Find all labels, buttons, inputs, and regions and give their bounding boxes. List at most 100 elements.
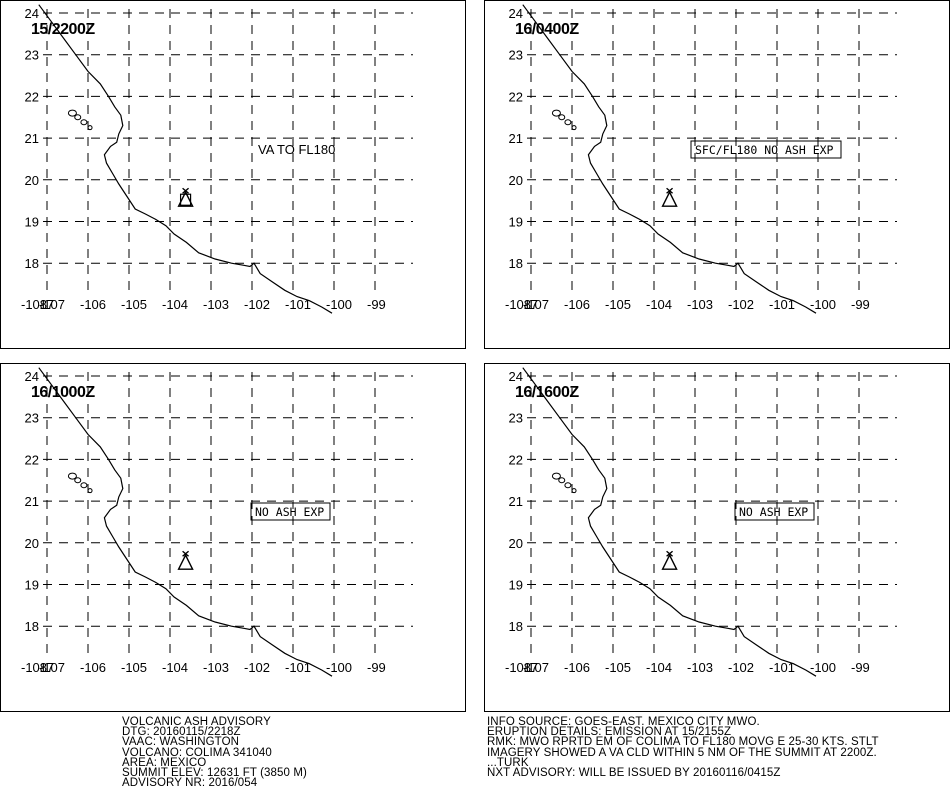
- latitude-label: 20: [509, 536, 523, 551]
- latitude-label: 21: [509, 131, 523, 146]
- longitude-label: -108: [21, 297, 47, 312]
- longitude-label: -108: [505, 660, 531, 675]
- advisory-remarks-2: IMAGERY SHOWED A VA CLD WITHIN 5 NM OF T…: [487, 746, 877, 759]
- longitude-label: -101: [285, 297, 311, 312]
- advisory-number: ADVISORY NR: 2016/054: [122, 777, 258, 790]
- latitude-label: 18: [25, 619, 39, 634]
- latitude-label: 17: [40, 297, 54, 312]
- advisory-header-block: VOLCANIC ASH ADVISORY DTG: 20160115/2218…: [122, 716, 307, 790]
- graticule-grid: [43, 372, 413, 656]
- map-panel-4: 24 23 22 21 20 19 18 -108 -107 -106 -105 -104 -103 -1…: [484, 363, 950, 712]
- longitude-label: -103: [687, 660, 713, 675]
- longitude-label: -100: [810, 297, 836, 312]
- latitude-label: 24: [509, 369, 523, 384]
- map-panel-3: 24 23 22 21 20 19 18 -108 -107 -106 -105 -104 -103 -1…: [0, 363, 466, 712]
- longitude-label: -102: [244, 660, 270, 675]
- advisory-summit-elev: SUMMIT ELEV: 12631 FT (3850 M): [122, 767, 307, 780]
- latitude-label: 17: [524, 297, 538, 312]
- longitude-label: -100: [810, 660, 836, 675]
- latitude-label: 19: [25, 215, 39, 230]
- volcano-triangle-icon: [661, 550, 678, 570]
- longitude-label: -103: [687, 297, 713, 312]
- latitude-label: 22: [509, 89, 523, 104]
- coastline: [522, 367, 817, 677]
- longitude-label: -99: [851, 297, 870, 312]
- island-outline: [558, 114, 566, 121]
- island-outline: [571, 488, 577, 494]
- latitude-label: 22: [509, 452, 523, 467]
- island-outline: [80, 119, 88, 126]
- panel-time-label: 16/1000Z: [31, 384, 95, 401]
- longitude-label: -99: [367, 297, 386, 312]
- latitude-label: 24: [509, 6, 523, 21]
- advisory-dtg: DTG: 20160115/2218Z: [122, 726, 241, 739]
- advisory-eruption-details: ERUPTION DETAILS: EMISSION AT 15/2155Z: [487, 726, 732, 739]
- advisory-remarks-1: RMK: MWO RPRTD EM OF COLIMA TO FL180 MOV…: [487, 736, 879, 749]
- longitude-label: -105: [605, 297, 631, 312]
- island-outline: [74, 114, 82, 121]
- latitude-label: 22: [25, 452, 39, 467]
- latitude-label: 19: [509, 578, 523, 593]
- longitude-label: -104: [646, 297, 672, 312]
- longitude-label: -107: [523, 297, 549, 312]
- latitude-label: 20: [509, 173, 523, 188]
- island-outline: [571, 125, 577, 131]
- map-canvas-3: 24 23 22 21 20 19 18 -108-107 -106 -105 -104 -103 -1…: [21, 367, 413, 677]
- longitude-label: -105: [121, 297, 147, 312]
- latitude-label: 23: [509, 411, 523, 426]
- longitude-label: -104: [162, 660, 188, 675]
- latitude-label: 17: [40, 660, 54, 675]
- map-canvas-2: 24 23 22 21 20 19 18 -108-107 -106 -105 -104 -103 -1…: [505, 4, 897, 314]
- ash-forecast-label: NO ASH EXP: [739, 505, 808, 519]
- latitude-label: 20: [25, 173, 39, 188]
- longitude-label: -102: [728, 297, 754, 312]
- advisory-title: VOLCANIC ASH ADVISORY: [122, 716, 271, 728]
- longitude-label: -104: [646, 660, 672, 675]
- longitude-label: -107: [39, 660, 65, 675]
- ash-label-box: [734, 502, 815, 521]
- latitude-label: 22: [25, 89, 39, 104]
- longitude-label: -106: [80, 660, 106, 675]
- latitude-label: 21: [25, 131, 39, 146]
- advisory-forecaster: ...TURK: [487, 756, 529, 769]
- island-outline: [67, 472, 77, 480]
- panel-time-label: 16/0400Z: [515, 21, 579, 38]
- coastline: [38, 4, 333, 314]
- longitude-label: -106: [564, 297, 590, 312]
- longitude-label: -108: [505, 297, 531, 312]
- advisory-next: NXT ADVISORY: WILL BE ISSUED BY 20160116…: [487, 767, 781, 780]
- island-outline: [551, 472, 561, 480]
- advisory-volcano: VOLCANO: COLIMA 341040: [122, 746, 272, 759]
- longitude-label: -100: [326, 297, 352, 312]
- volcano-triangle-icon: [177, 550, 194, 570]
- longitude-label: -108: [21, 660, 47, 675]
- graticule-grid: [43, 9, 413, 293]
- longitude-label: -99: [851, 660, 870, 675]
- island-outline: [564, 482, 572, 489]
- latitude-label: 23: [25, 411, 39, 426]
- graticule-grid: [527, 372, 897, 656]
- latitude-label: 17: [524, 660, 538, 675]
- volcano-triangle-icon: [177, 187, 194, 207]
- advisory-info-source: INFO SOURCE: GOES-EAST. MEXICO CITY MWO.: [487, 716, 760, 728]
- longitude-label: -103: [203, 660, 229, 675]
- ash-label-box: [250, 502, 331, 521]
- ash-observation-label: VA TO FL180: [258, 142, 335, 157]
- coastline: [522, 4, 817, 314]
- latitude-label: 18: [509, 256, 523, 271]
- island-outline: [67, 109, 77, 117]
- longitude-label: -107: [523, 660, 549, 675]
- island-outline: [564, 119, 572, 126]
- island-outline: [551, 109, 561, 117]
- longitude-label: -102: [244, 297, 270, 312]
- ash-label-box: [690, 140, 842, 159]
- longitude-label: -101: [769, 660, 795, 675]
- longitude-label: -101: [285, 660, 311, 675]
- longitude-label: -104: [162, 297, 188, 312]
- longitude-label: -103: [203, 297, 229, 312]
- longitude-label: -100: [326, 660, 352, 675]
- latitude-label: 24: [25, 369, 39, 384]
- latitude-label: 23: [25, 48, 39, 63]
- latitude-label: 18: [509, 619, 523, 634]
- advisory-vaac: VAAC: WASHINGTON: [122, 736, 240, 749]
